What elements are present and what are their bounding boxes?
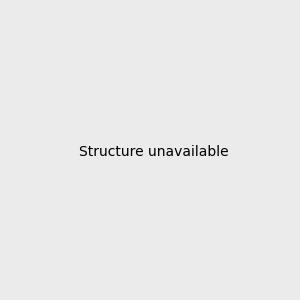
Text: Structure unavailable: Structure unavailable (79, 145, 229, 158)
